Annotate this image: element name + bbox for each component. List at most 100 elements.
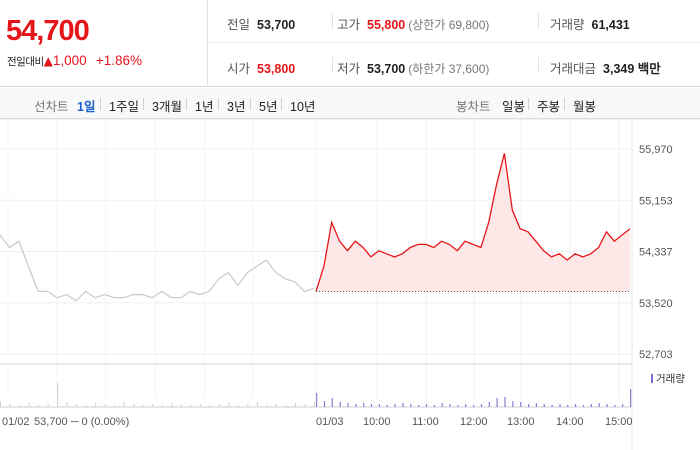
change-row: 전일대비▲1,000 +1.86%: [7, 53, 142, 69]
stat-label: 고가: [337, 18, 361, 32]
volume-bar: [378, 404, 380, 407]
volume-bars: [0, 383, 632, 407]
stat-label: 전일: [227, 18, 251, 32]
tab-5years[interactable]: 5년: [259, 100, 278, 114]
volume-bar: [285, 405, 287, 407]
x-axis-ticks: 01/03 10:00 11:00 12:00 13:00 14:00 15:00: [316, 416, 633, 428]
y-tick-label: 55,153: [639, 195, 673, 207]
stat-value: 53,700: [257, 18, 296, 32]
stat-label: 거래대금: [550, 62, 597, 76]
volume-bar: [331, 398, 333, 407]
volume-bar: [355, 404, 357, 407]
volume-bar: [161, 405, 163, 407]
prev-day-series: [0, 234, 315, 302]
volume-bar: [152, 404, 154, 407]
volume-bar: [575, 404, 577, 407]
change-percent: +1.86%: [95, 53, 142, 68]
stat-value: 53,700: [367, 62, 406, 76]
stat-label: 거래량: [550, 18, 585, 32]
quote-stats: 전일 53,700 고가 55,800 (상한가 69,800) 거래량 61,431 …: [209, 0, 700, 87]
volume-bar: [142, 405, 144, 407]
volume-bar: [218, 404, 220, 407]
volume-bar: [622, 404, 624, 407]
divider: [538, 13, 539, 29]
tab-3months[interactable]: 3개월: [152, 100, 182, 114]
volume-bar: [449, 404, 451, 407]
y-tick-label: 52,703: [639, 349, 673, 361]
volume-bar: [386, 405, 388, 407]
tab-1year[interactable]: 1년: [195, 100, 214, 114]
volume-bar: [47, 404, 49, 407]
volume-bar: [114, 405, 116, 407]
stat-value: 55,800: [367, 18, 406, 32]
volume-bar: [57, 383, 59, 407]
stat-low: 저가 53,700 (하한가 37,600): [337, 58, 489, 77]
change-value: 1,000: [52, 53, 87, 68]
price-box: 54,700 전일대비▲1,000 +1.86%: [0, 0, 208, 87]
volume-bar: [394, 404, 396, 407]
tab-10years[interactable]: 10년: [290, 100, 316, 114]
divider: [100, 98, 101, 110]
tab-daily[interactable]: 일봉: [502, 100, 526, 114]
tab-weekly[interactable]: 주봉: [537, 100, 561, 114]
tab-3years[interactable]: 3년: [227, 100, 246, 114]
volume-bar: [496, 398, 498, 407]
volume-bar: [433, 405, 435, 407]
volume-bar: [488, 402, 490, 407]
stat-volume: 거래량 61,431: [550, 14, 630, 33]
intraday-chart: 55,970 55,153 54,337 53,520 52,703 01/03 10:0…: [0, 119, 700, 450]
volume-bar: [363, 403, 365, 407]
stat-value: 3,349 백만: [603, 62, 661, 76]
volume-bar: [551, 405, 553, 407]
x-tick-label: 12:00: [460, 416, 488, 428]
tab-monthly[interactable]: 월봉: [573, 100, 597, 114]
volume-bar: [402, 403, 404, 407]
y-tick-label: 54,337: [639, 247, 673, 259]
volume-bar: [465, 404, 467, 407]
candle-chart-label: 봉차트: [456, 100, 491, 114]
volume-bar: [190, 405, 192, 407]
y-tick-label: 55,970: [639, 144, 673, 156]
volume-bar: [528, 404, 530, 407]
volume-bar: [606, 404, 608, 407]
prev-day-line: [0, 234, 315, 302]
divider: [332, 13, 333, 29]
divider: [332, 57, 333, 73]
volume-bar: [590, 404, 592, 407]
x-tick-label: 10:00: [363, 416, 391, 428]
up-arrow-icon: ▲: [43, 54, 53, 68]
change-label: 전일대비: [7, 56, 44, 68]
volume-bar: [323, 401, 326, 407]
volume-bar: [598, 403, 600, 407]
y-axis-ticks: 55,970 55,153 54,337 53,520 52,703: [639, 144, 673, 361]
divider: [250, 98, 251, 110]
volume-bar: [543, 404, 545, 407]
divider: [143, 98, 144, 110]
stat-label: 저가: [337, 62, 361, 76]
volume-bar: [275, 404, 277, 407]
tab-1week[interactable]: 1주일: [109, 100, 139, 114]
volume-bar: [28, 403, 30, 407]
today-line: [315, 153, 631, 292]
volume-bar: [314, 401, 315, 407]
volume-bar: [9, 404, 11, 407]
today-area: [316, 153, 630, 292]
volume-bar: [425, 404, 428, 407]
volume-bar: [199, 404, 201, 407]
volume-bar: [95, 403, 97, 407]
divider: [218, 98, 219, 110]
divider: [538, 57, 539, 73]
divider: [528, 98, 529, 110]
volume-bar: [520, 402, 522, 407]
tab-1day[interactable]: 1일: [77, 100, 96, 114]
lower-limit: (하한가 37,600): [408, 62, 490, 76]
prev-date-label: 01/02: [2, 416, 30, 428]
x-tick-label: 01/03: [316, 416, 344, 428]
price-chart-svg: 55,970 55,153 54,337 53,520 52,703 01/03 10:0…: [0, 119, 700, 450]
volume-bar: [123, 402, 125, 407]
volume-bar: [76, 404, 78, 407]
chart-grid: [0, 119, 700, 450]
stat-label: 시가: [227, 62, 251, 76]
volume-bar: [228, 403, 230, 407]
volume-bar: [582, 405, 585, 407]
